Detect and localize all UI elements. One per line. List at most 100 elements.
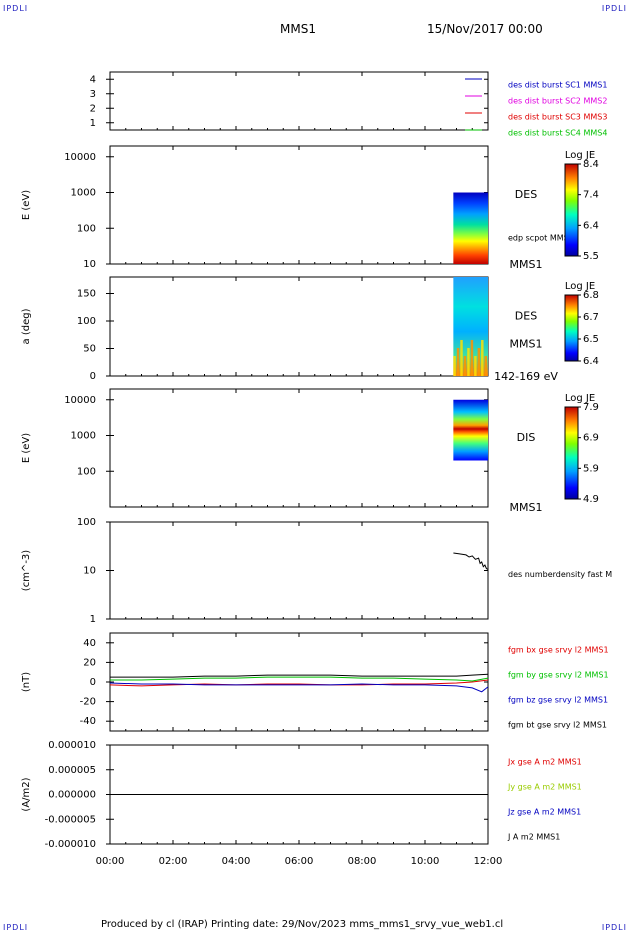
legend-label: Jz gse A m2 MMS1 bbox=[507, 808, 581, 817]
panel-sub-label: MMS1 bbox=[510, 338, 543, 351]
colorbar-tick-label: 8.4 bbox=[583, 159, 599, 170]
y-tick-label: 1000 bbox=[71, 431, 96, 442]
y-tick-label: 10000 bbox=[64, 395, 96, 406]
legend-label: Jx gse A m2 MMS1 bbox=[507, 758, 582, 767]
colorbar-title: Log JE bbox=[565, 150, 595, 161]
panel-sub-label: edp scpot MMS1 bbox=[508, 234, 574, 243]
colorbar-tick-label: 4.9 bbox=[583, 494, 599, 505]
y-axis-label: E (eV) bbox=[21, 190, 32, 220]
panel-frame bbox=[109, 388, 489, 508]
panel-footer-label: MMS1 bbox=[510, 501, 543, 514]
colorbar-tick-label: 5.5 bbox=[583, 251, 599, 262]
y-tick-label: 1000 bbox=[71, 188, 96, 199]
y-tick-label: 100 bbox=[77, 316, 96, 327]
legend-label: fgm bt gse srvy l2 MMS1 bbox=[508, 721, 607, 730]
colorbar-tick-label: 6.4 bbox=[583, 220, 599, 231]
series-line bbox=[110, 673, 489, 678]
heatmap-streak bbox=[481, 340, 484, 376]
date-title: 15/Nov/2017 00:00 bbox=[427, 22, 543, 36]
x-tick-label: 06:00 bbox=[285, 856, 314, 867]
panel-footer-label: 142-169 eV bbox=[494, 370, 558, 383]
colorbar bbox=[564, 294, 579, 362]
legend-label: des dist burst SC1 MMS1 bbox=[508, 81, 607, 90]
heatmap-block bbox=[453, 399, 488, 461]
corner-label-bottom-right: IPDLI bbox=[601, 923, 627, 932]
x-tick-label: 02:00 bbox=[159, 856, 188, 867]
panel-frame bbox=[109, 632, 489, 732]
y-tick-label: 10000 bbox=[64, 152, 96, 163]
panel-side-label: DES bbox=[515, 310, 537, 323]
legend-label: des numberdensity fast M bbox=[508, 570, 612, 579]
y-tick-label: -40 bbox=[80, 716, 96, 727]
heatmap-streak bbox=[470, 340, 474, 376]
colorbar-tick-label: 5.9 bbox=[583, 463, 599, 474]
colorbar-tick-label: 7.9 bbox=[583, 402, 599, 413]
legend-label: fgm bz gse srvy l2 MMS1 bbox=[508, 696, 608, 705]
y-tick-label: 4 bbox=[90, 74, 96, 85]
y-tick-label: 10 bbox=[83, 566, 96, 577]
legend-label: fgm by gse srvy l2 MMS1 bbox=[508, 671, 609, 680]
y-tick-label: 1 bbox=[90, 118, 96, 129]
y-axis-label: E (eV) bbox=[21, 433, 32, 463]
heatmap-block bbox=[453, 192, 488, 264]
colorbar bbox=[564, 163, 579, 257]
colorbar-tick-label: 6.8 bbox=[583, 290, 599, 301]
y-axis-label: (cm^-3) bbox=[21, 550, 32, 591]
heatmap-streak bbox=[484, 356, 488, 376]
x-tick-label: 08:00 bbox=[348, 856, 377, 867]
y-tick-label: 3 bbox=[90, 89, 96, 100]
heatmap-streak bbox=[453, 356, 456, 376]
y-tick-label: 150 bbox=[77, 289, 96, 300]
legend-label: des dist burst SC3 MMS3 bbox=[508, 113, 607, 122]
heatmap-streak bbox=[463, 356, 467, 376]
y-tick-label: 2 bbox=[90, 103, 96, 114]
y-tick-label: -0.000010 bbox=[45, 839, 96, 850]
panel-frame bbox=[109, 71, 489, 131]
colorbar-tick-label: 6.5 bbox=[583, 334, 599, 345]
y-tick-label: 100 bbox=[77, 517, 96, 528]
x-tick-label: 00:00 bbox=[96, 856, 125, 867]
colorbar-title: Log JE bbox=[565, 281, 595, 292]
y-axis-label: (A/m2) bbox=[21, 777, 32, 811]
colorbar-tick-label: 6.9 bbox=[583, 433, 599, 444]
heatmap-streak bbox=[477, 348, 481, 376]
heatmap-streak bbox=[467, 348, 470, 376]
colorbar-tick-label: 7.4 bbox=[583, 190, 599, 201]
colorbar-tick-label: 6.4 bbox=[583, 356, 599, 367]
y-tick-label: 10 bbox=[83, 259, 96, 270]
series-line bbox=[110, 676, 489, 682]
colorbar-title: Log JE bbox=[565, 393, 595, 404]
y-axis-label: a (deg) bbox=[21, 308, 32, 344]
panel-frame bbox=[109, 276, 489, 377]
y-tick-label: 40 bbox=[83, 638, 96, 649]
panel-side-label: DES bbox=[515, 188, 537, 201]
panel-frame bbox=[109, 521, 489, 620]
y-axis-label: (nT) bbox=[21, 672, 32, 692]
colorbar bbox=[564, 406, 579, 500]
y-tick-label: 0.000005 bbox=[48, 765, 96, 776]
legend-label: J A m2 MMS1 bbox=[507, 833, 560, 842]
y-tick-label: 20 bbox=[83, 657, 96, 668]
y-tick-label: -0.000005 bbox=[45, 814, 96, 825]
y-tick-label: 0 bbox=[90, 371, 96, 382]
x-tick-label: 10:00 bbox=[411, 856, 440, 867]
y-tick-label: 1 bbox=[90, 614, 96, 625]
y-tick-label: 100 bbox=[77, 223, 96, 234]
y-tick-label: 100 bbox=[77, 466, 96, 477]
legend-label: des dist burst SC4 MMS4 bbox=[508, 129, 607, 138]
series-line bbox=[453, 552, 489, 570]
legend-label: Jy gse A m2 MMS1 bbox=[507, 783, 582, 792]
panel-frame bbox=[109, 145, 489, 265]
heatmap-streak bbox=[474, 356, 477, 376]
panel-footer-label: MMS1 bbox=[510, 258, 543, 271]
y-tick-label: 0.000000 bbox=[48, 790, 96, 801]
corner-label-top-left: IPDLI bbox=[3, 4, 29, 13]
colorbar-tick-label: 6.7 bbox=[583, 312, 599, 323]
corner-label-top-right: IPDLI bbox=[601, 4, 627, 13]
x-tick-label: 04:00 bbox=[222, 856, 251, 867]
y-tick-label: 50 bbox=[83, 344, 96, 355]
x-tick-label: 12:00 bbox=[474, 856, 503, 867]
series-line bbox=[109, 682, 489, 693]
heatmap-streak bbox=[456, 348, 460, 376]
